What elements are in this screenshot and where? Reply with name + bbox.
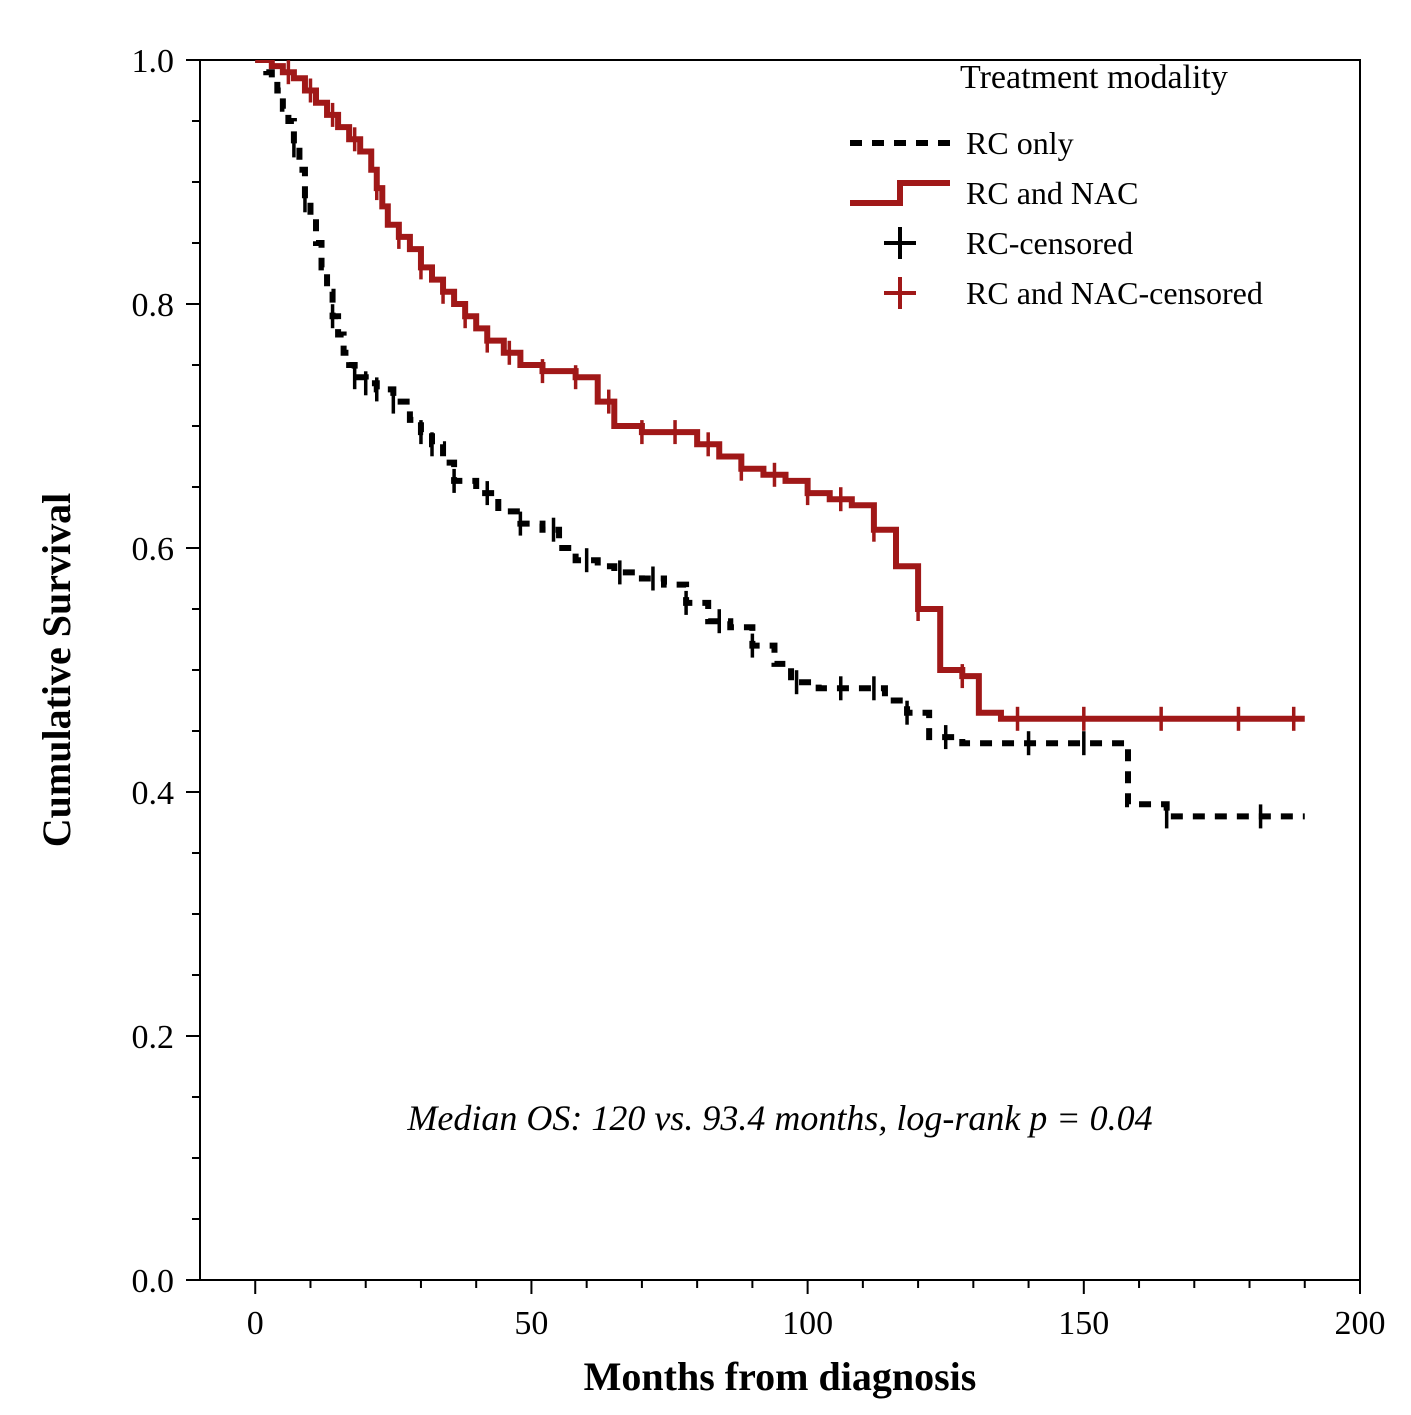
legend-item-label: RC-censored <box>966 225 1133 261</box>
x-tick-label: 150 <box>1058 1305 1109 1342</box>
legend: Treatment modality RC only RC and NAC RC-ce… <box>850 59 1263 311</box>
y-tick-label: 0.2 <box>132 1019 175 1056</box>
legend-title: Treatment modality <box>960 59 1228 96</box>
legend-item-label: RC and NAC-censored <box>966 275 1263 311</box>
x-axis-label: Months from diagnosis <box>584 1354 977 1399</box>
x-tick-label: 50 <box>514 1305 548 1342</box>
annotation-text: Median OS: 120 vs. 93.4 months, log-rank… <box>406 1098 1152 1138</box>
plot-frame <box>200 60 1360 1280</box>
legend-item-label: RC only <box>966 125 1074 161</box>
x-tick-label: 0 <box>247 1305 264 1342</box>
legend-item-label: RC and NAC <box>966 175 1138 211</box>
y-tick-label: 0.4 <box>132 775 175 812</box>
legend-swatch <box>850 183 950 203</box>
y-tick-label: 1.0 <box>132 43 175 80</box>
y-axis-label: Cumulative Survival <box>34 493 79 847</box>
x-tick-label: 200 <box>1335 1305 1386 1342</box>
y-tick-label: 0.0 <box>132 1263 175 1300</box>
survival-curve <box>255 60 1305 719</box>
x-tick-label: 100 <box>782 1305 833 1342</box>
survival-chart: 0 50 100 150 200 Months from diagnosis 0.0 0.2 0… <box>0 0 1411 1415</box>
survival-curve <box>255 60 1305 816</box>
y-tick-label: 0.6 <box>132 531 175 568</box>
plot-group <box>255 60 1305 828</box>
chart-svg: 0 50 100 150 200 Months from diagnosis 0.0 0.2 0… <box>0 0 1411 1415</box>
y-tick-label: 0.8 <box>132 287 175 324</box>
